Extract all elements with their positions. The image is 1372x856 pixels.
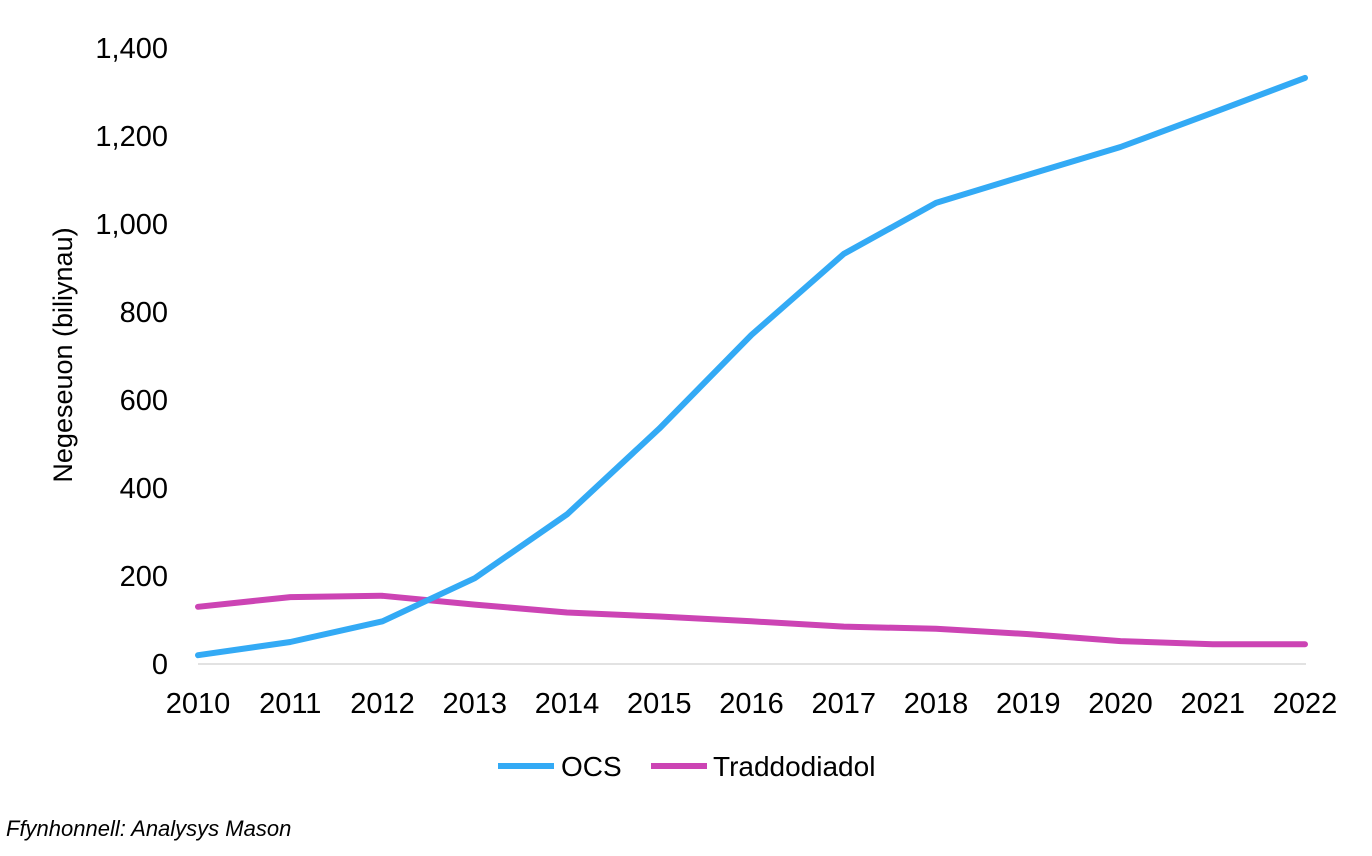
x-tick-label: 2012 [350, 688, 415, 720]
series-line-ocs [195, 74, 1308, 659]
x-tick-label: 2017 [811, 688, 876, 720]
y-tick-label: 1,400 [95, 33, 168, 65]
y-axis: 0 200 400 600 800 1,000 1,200 1,400 [95, 33, 168, 681]
source-note: Ffynhonnell: Analysys Mason [6, 816, 292, 841]
x-tick-label: 2018 [904, 688, 969, 720]
x-tick-label: 2013 [442, 688, 507, 720]
y-tick-label: 600 [120, 385, 168, 417]
x-tick-label: 2021 [1180, 688, 1245, 720]
series-line-traddodiadol [195, 592, 1308, 648]
legend-label: Traddodiadol [713, 751, 875, 782]
y-tick-label: 200 [120, 561, 168, 593]
y-tick-label: 800 [120, 297, 168, 329]
x-tick-label: 2014 [535, 688, 600, 720]
x-tick-label: 2010 [166, 688, 231, 720]
y-tick-label: 400 [120, 473, 168, 505]
x-tick-label: 2022 [1273, 688, 1338, 720]
x-tick-label: 2015 [627, 688, 692, 720]
legend-label: OCS [561, 751, 622, 782]
legend: OCS Traddodiadol [498, 751, 875, 782]
x-tick-label: 2011 [259, 688, 321, 720]
x-tick-label: 2020 [1088, 688, 1153, 720]
y-axis-title: Negeseuon (biliynau) [48, 227, 78, 482]
x-tick-label: 2019 [996, 688, 1061, 720]
y-tick-label: 1,000 [95, 209, 168, 241]
x-tick-label: 2016 [719, 688, 784, 720]
y-tick-label: 1,200 [95, 121, 168, 153]
x-axis: 2010 2011 2012 2013 2014 2015 2016 2017 2018 2019… [166, 688, 1338, 720]
y-tick-label: 0 [152, 649, 168, 681]
plot-area [195, 74, 1308, 659]
